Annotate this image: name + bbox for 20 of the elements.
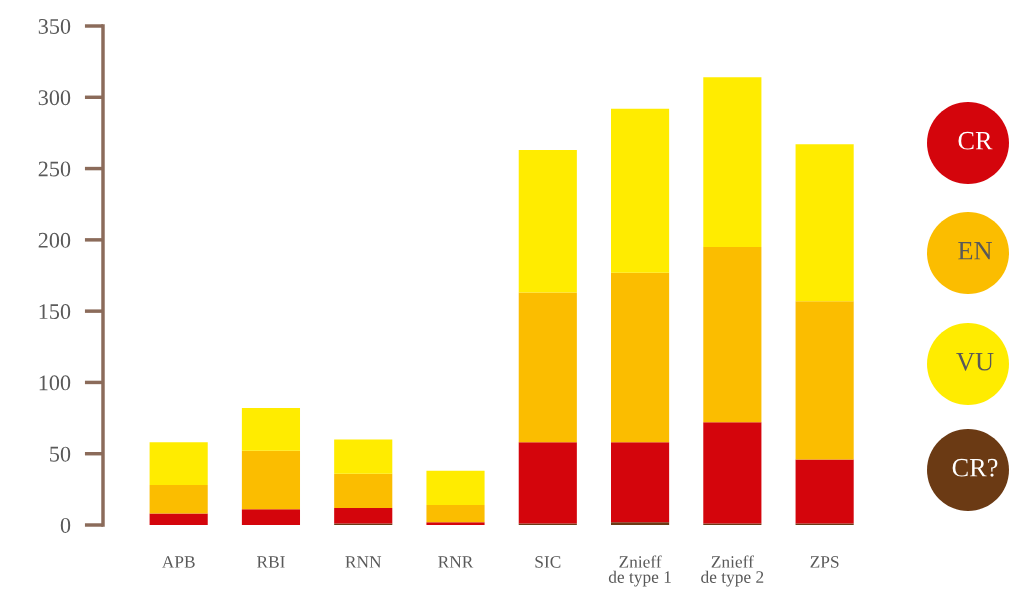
y-tick-label: 0 (60, 517, 71, 533)
y-tick-label: 100 (39, 375, 71, 391)
y-tick-label: 200 (38, 232, 71, 248)
x-tick-label: APB (161, 556, 195, 568)
x-tick-label: RNR (438, 556, 474, 568)
x-tick-label: RNN (345, 556, 382, 568)
y-tick-label: 300 (38, 90, 71, 106)
x-tick-label: Znieff de type 1 (608, 555, 671, 587)
y-tick-label: 150 (39, 304, 71, 320)
x-tick-label: SIC (535, 556, 561, 568)
y-tick-label: 350 (38, 18, 71, 34)
text: EN (958, 242, 992, 260)
text: CR (958, 131, 993, 150)
x-tick-label: ZPS (810, 556, 839, 568)
y-tick-label: 50 (50, 446, 71, 462)
text: VU (956, 353, 994, 371)
text: CR? (952, 458, 998, 477)
y-tick-label: 250 (38, 161, 71, 177)
x-tick-label: RBI (256, 556, 285, 568)
x-tick-label: Znieff de type 2 (701, 555, 764, 587)
